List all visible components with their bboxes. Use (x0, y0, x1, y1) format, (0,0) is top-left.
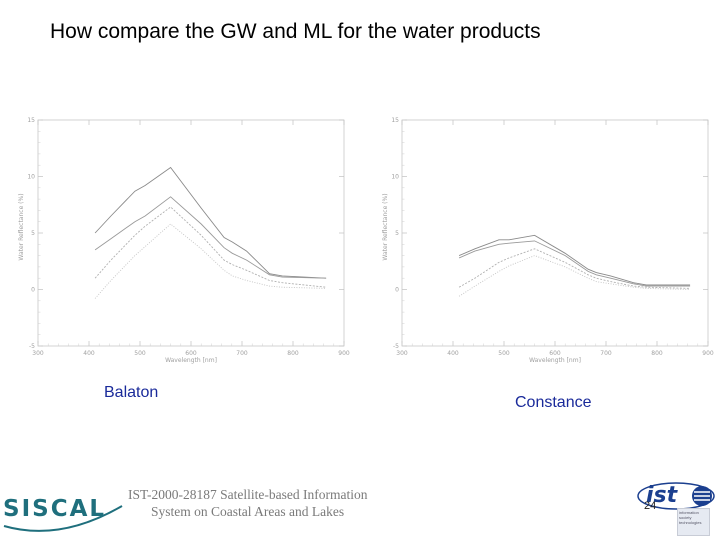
y-tick-label: 10 (391, 174, 399, 181)
series-line-3 (458, 248, 691, 289)
x-tick-label: 900 (338, 350, 350, 357)
footer-text: IST-2000-28187 Satellite-based Informati… (128, 486, 367, 520)
series-line-2 (94, 196, 327, 279)
x-tick-label: 500 (498, 350, 510, 357)
x-tick-label: 300 (32, 350, 44, 357)
label-balaton: Balaton (104, 384, 159, 401)
siscal-logo-text: SISCAL (3, 496, 107, 522)
ist-logo: ist information society technologies (636, 476, 716, 536)
x-tick-label: 700 (600, 350, 612, 357)
x-tick-label: 400 (447, 350, 459, 357)
y-tick-label: 5 (31, 230, 35, 237)
x-axis-label: Wavelength [nm] (529, 357, 581, 364)
y-tick-label: 5 (395, 230, 399, 237)
series-line-4 (94, 223, 327, 299)
siscal-swoosh-icon (3, 505, 123, 532)
x-tick-label: 500 (134, 350, 146, 357)
footer-line-1: IST-2000-28187 Satellite-based Informati… (128, 487, 368, 502)
y-tick-label: 15 (391, 117, 399, 124)
plot-frame (37, 119, 345, 347)
y-axis-label: Water Reflectance (%) (382, 193, 389, 260)
y-tick-label: 0 (395, 287, 399, 294)
x-tick-label: 700 (236, 350, 248, 357)
series-line-1 (458, 234, 691, 286)
y-tick-label: -5 (393, 343, 399, 350)
y-tick-label: -5 (29, 343, 35, 350)
ist-logo-text: ist (646, 483, 678, 508)
footer-line-2: System on Coastal Areas and Lakes (151, 504, 345, 519)
x-tick-label: 400 (83, 350, 95, 357)
siscal-logo: SISCAL (0, 486, 130, 536)
x-axis-label: Wavelength [nm] (165, 357, 217, 364)
label-constance: Constance (515, 394, 592, 411)
slide-title: How compare the GW and ML for the water … (50, 20, 541, 43)
x-tick-label: 800 (651, 350, 663, 357)
series-line-2 (458, 240, 691, 287)
plot-frame (401, 119, 709, 347)
y-tick-label: 10 (27, 174, 35, 181)
x-tick-label: 900 (702, 350, 714, 357)
y-axis-label: Water Reflectance (%) (18, 193, 25, 260)
ist-caption-box: information society technologies (677, 508, 710, 536)
series-line-1 (94, 166, 327, 279)
ist-globe-icon (637, 482, 715, 510)
x-tick-label: 600 (549, 350, 561, 357)
y-tick-label: 0 (31, 287, 35, 294)
chart-constance: 300 400 500 600 700 800 900 15 10 5 0 -5 Wavelength … (382, 117, 714, 364)
y-tick-label: 15 (27, 117, 35, 124)
x-tick-label: 800 (287, 350, 299, 357)
x-tick-label: 600 (185, 350, 197, 357)
chart-balaton: 300 400 500 600 700 800 900 15 10 5 0 -5 Wavelength … (18, 117, 350, 364)
series-line-3 (94, 206, 327, 288)
x-tick-label: 300 (396, 350, 408, 357)
page-number: 24 (644, 500, 657, 512)
series-line-4 (458, 255, 691, 297)
